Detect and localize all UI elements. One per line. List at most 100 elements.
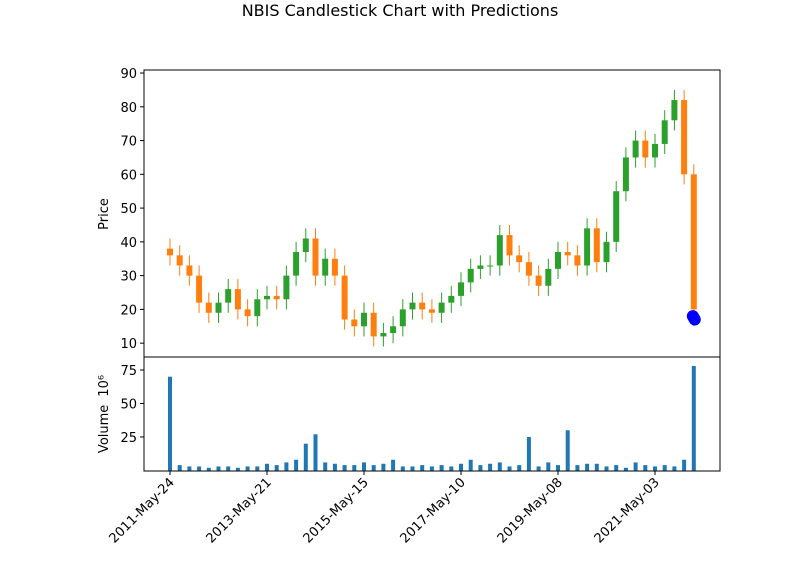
- candle-body: [225, 289, 232, 303]
- candle-body: [166, 248, 173, 256]
- candle-body: [564, 251, 571, 256]
- y-tick-label: 60: [120, 168, 137, 183]
- candle-body: [535, 275, 542, 286]
- volume-bar: [536, 466, 541, 471]
- candle-body: [632, 140, 639, 158]
- volume-bar: [187, 466, 192, 471]
- volume-bar: [294, 459, 299, 471]
- candle-body: [545, 268, 552, 286]
- volume-bar: [623, 467, 628, 471]
- candle-body: [293, 251, 300, 276]
- volume-bar: [497, 462, 502, 471]
- volume-bar: [303, 443, 308, 471]
- volume-bar: [594, 463, 599, 471]
- volume-bar: [206, 467, 211, 471]
- x-tick-label: 2017-May-10: [398, 475, 469, 546]
- candle-body: [477, 265, 484, 269]
- volume-bar: [575, 465, 580, 471]
- volume-bar: [488, 463, 493, 471]
- candle-body: [215, 302, 222, 313]
- candle-body: [351, 319, 358, 327]
- volume-bar: [449, 466, 454, 471]
- candle-body: [496, 235, 503, 266]
- volume-bar: [468, 459, 473, 471]
- candle-body: [312, 238, 319, 276]
- volume-bar: [556, 465, 561, 471]
- candle-body: [302, 238, 309, 252]
- offset-label: 10⁶: [97, 375, 112, 397]
- volume-bar: [342, 465, 347, 471]
- y-tick-label: 30: [120, 270, 137, 285]
- volume-bar: [478, 465, 483, 471]
- volume-bar: [245, 466, 250, 471]
- candle-body: [380, 333, 387, 337]
- candle-body: [254, 299, 261, 317]
- volume-bar: [672, 466, 677, 471]
- volume-bar: [614, 465, 619, 471]
- candle-body: [176, 255, 183, 266]
- volume-bar: [420, 465, 425, 471]
- candle-body: [186, 265, 193, 276]
- volume-bar: [235, 467, 240, 471]
- volume-bar: [546, 462, 551, 471]
- volume-bar: [167, 376, 172, 471]
- candle-body: [322, 258, 329, 276]
- candle-body: [603, 241, 610, 263]
- y-axis-label: Price: [97, 198, 112, 230]
- candle-body: [613, 191, 620, 242]
- chart-title: NBIS Candlestick Chart with Predictions: [242, 1, 559, 20]
- y-tick-label: 50: [120, 397, 137, 412]
- volume-bar: [653, 466, 658, 471]
- candle-body: [438, 302, 445, 313]
- volume-bar: [585, 463, 590, 471]
- candle-body: [506, 235, 513, 256]
- y-tick-label: 20: [120, 303, 137, 318]
- candle-body: [690, 174, 697, 310]
- candle-body: [205, 302, 212, 313]
- candle-body: [234, 289, 241, 310]
- volume-bar: [255, 466, 260, 471]
- volume-bar: [216, 466, 221, 471]
- candle-body: [448, 295, 455, 303]
- volume-bar: [526, 436, 531, 471]
- candle-body: [409, 302, 416, 310]
- candle-body: [244, 309, 251, 317]
- volume-bar: [643, 465, 648, 471]
- volume-bar: [517, 465, 522, 471]
- volume-bar: [459, 463, 464, 471]
- y-axis-label: Volume 10⁶: [97, 375, 112, 453]
- candle-body: [331, 258, 338, 276]
- candle-body: [622, 157, 629, 192]
- x-tick-label: 2019-May-08: [495, 475, 566, 546]
- candle-body: [263, 295, 270, 300]
- volume-bar: [381, 463, 386, 471]
- candle-body: [661, 120, 668, 144]
- candle-body: [652, 143, 659, 158]
- candle-body: [283, 275, 290, 300]
- candle-body: [681, 100, 688, 175]
- candle-body: [370, 312, 377, 337]
- candle-body: [487, 265, 494, 267]
- plot-frame: [143, 356, 721, 472]
- candle-body: [584, 228, 591, 266]
- volume-bar: [507, 466, 512, 471]
- volume-bar: [633, 462, 638, 471]
- candle-body: [555, 251, 562, 269]
- volume-bar: [284, 462, 289, 471]
- candle-body: [196, 275, 203, 303]
- volume-bar: [565, 430, 570, 471]
- y-tick-label: 10: [120, 337, 137, 352]
- candle-body: [458, 282, 465, 296]
- candle-body: [428, 309, 435, 313]
- volume-bar: [400, 466, 405, 471]
- volume-bar: [604, 466, 609, 471]
- x-tick-label: 2015-May-15: [301, 475, 372, 546]
- y-tick-label: 80: [120, 101, 137, 116]
- volume-bar: [274, 465, 279, 471]
- volume-bar: [313, 434, 318, 471]
- volume-label: Volume: [97, 405, 112, 453]
- volume-bar: [323, 462, 328, 471]
- volume-bar: [691, 365, 696, 471]
- y-tick-label: 50: [120, 202, 137, 217]
- volume-bar: [332, 463, 337, 471]
